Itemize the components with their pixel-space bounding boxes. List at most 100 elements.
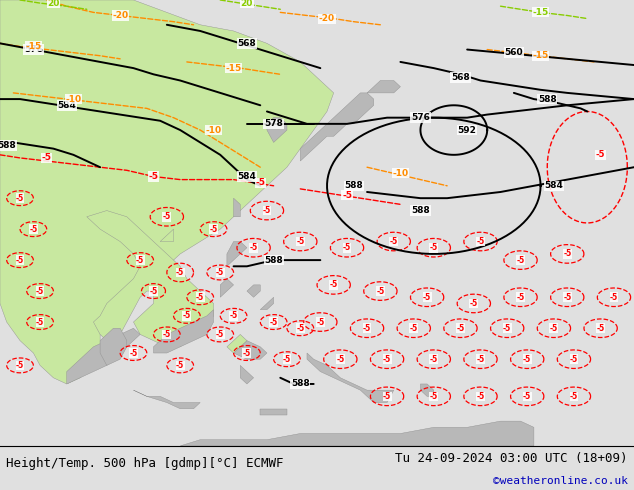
Polygon shape [134, 390, 200, 409]
Text: -5: -5 [196, 293, 204, 302]
Text: -5: -5 [336, 355, 344, 364]
Text: 584: 584 [238, 172, 256, 181]
Text: Tu 24-09-2024 03:00 UTC (18+09): Tu 24-09-2024 03:00 UTC (18+09) [395, 452, 628, 465]
Text: Height/Temp. 500 hPa [gdmp][°C] ECMWF: Height/Temp. 500 hPa [gdmp][°C] ECMWF [6, 457, 284, 469]
Text: -5: -5 [136, 256, 145, 265]
Text: 588: 588 [411, 206, 430, 215]
Text: -5: -5 [269, 318, 278, 326]
Polygon shape [160, 229, 174, 242]
Polygon shape [267, 118, 287, 143]
Text: 584: 584 [57, 101, 76, 110]
Text: 20: 20 [47, 0, 60, 8]
Polygon shape [153, 310, 214, 353]
Text: -5: -5 [256, 178, 265, 187]
Polygon shape [87, 211, 214, 347]
Text: -5: -5 [597, 324, 605, 333]
Text: -5: -5 [16, 361, 24, 370]
Text: 588: 588 [538, 95, 557, 103]
Polygon shape [367, 80, 401, 93]
Text: -5: -5 [596, 150, 605, 159]
Text: -5: -5 [148, 172, 158, 181]
Text: -5: -5 [476, 237, 484, 246]
Polygon shape [227, 242, 247, 266]
Text: -5: -5 [296, 237, 304, 246]
Text: -5: -5 [316, 318, 325, 326]
Text: -5: -5 [503, 324, 512, 333]
Text: ©weatheronline.co.uk: ©weatheronline.co.uk [493, 476, 628, 486]
Text: -5: -5 [476, 392, 484, 401]
Polygon shape [180, 421, 534, 446]
Text: -5: -5 [430, 392, 438, 401]
Text: -5: -5 [163, 212, 171, 221]
Text: 588: 588 [264, 256, 283, 265]
Text: 588: 588 [291, 379, 309, 389]
Polygon shape [227, 335, 247, 353]
Text: -5: -5 [570, 355, 578, 364]
Polygon shape [307, 353, 394, 403]
Text: -5: -5 [363, 324, 371, 333]
Text: -20: -20 [319, 14, 335, 23]
Text: 584: 584 [545, 181, 564, 190]
Polygon shape [233, 341, 267, 359]
Text: -5: -5 [383, 392, 391, 401]
Text: -10: -10 [65, 95, 82, 103]
Text: -5: -5 [36, 318, 44, 326]
Text: -5: -5 [423, 293, 431, 302]
Text: -5: -5 [296, 324, 304, 333]
Text: -15: -15 [533, 51, 548, 60]
Text: -5: -5 [230, 311, 238, 320]
Text: -5: -5 [570, 392, 578, 401]
Polygon shape [233, 198, 240, 217]
Text: -5: -5 [150, 287, 158, 295]
Text: -5: -5 [383, 355, 391, 364]
Text: 592: 592 [458, 125, 477, 135]
Text: -5: -5 [29, 224, 37, 234]
Text: -5: -5 [390, 237, 398, 246]
Text: 588: 588 [344, 181, 363, 190]
Text: -5: -5 [517, 293, 525, 302]
Text: 568: 568 [451, 73, 470, 82]
Text: -5: -5 [456, 324, 465, 333]
Text: 578: 578 [264, 120, 283, 128]
Polygon shape [420, 384, 434, 396]
Text: -5: -5 [476, 355, 484, 364]
Text: -5: -5 [342, 191, 352, 199]
Text: 20: 20 [241, 0, 253, 8]
Polygon shape [261, 297, 274, 310]
Polygon shape [301, 93, 373, 161]
Text: -5: -5 [550, 324, 558, 333]
Text: -5: -5 [343, 243, 351, 252]
Text: -20: -20 [112, 11, 128, 20]
Text: -5: -5 [16, 194, 24, 203]
Text: -5: -5 [610, 293, 618, 302]
Text: -5: -5 [470, 299, 478, 308]
Text: -5: -5 [263, 206, 271, 215]
Text: -5: -5 [376, 287, 385, 295]
Polygon shape [247, 285, 261, 297]
Text: -5: -5 [216, 330, 224, 339]
Text: 560: 560 [505, 48, 523, 57]
Text: 576: 576 [24, 45, 43, 54]
Polygon shape [100, 328, 127, 366]
Text: -5: -5 [129, 348, 138, 358]
Text: -5: -5 [42, 153, 52, 162]
Text: -15: -15 [533, 8, 548, 17]
Text: 568: 568 [238, 39, 256, 48]
Text: -5: -5 [249, 243, 258, 252]
Text: -10: -10 [205, 125, 222, 135]
Text: 576: 576 [411, 113, 430, 122]
Text: -5: -5 [563, 293, 571, 302]
Text: -5: -5 [523, 355, 531, 364]
Text: -5: -5 [176, 268, 184, 277]
Text: -5: -5 [209, 224, 217, 234]
Text: -5: -5 [430, 355, 438, 364]
Text: -5: -5 [563, 249, 571, 258]
Text: -5: -5 [430, 243, 438, 252]
Text: -15: -15 [226, 64, 242, 73]
Text: -5: -5 [216, 268, 224, 277]
Text: 588: 588 [0, 141, 16, 150]
Text: -10: -10 [392, 169, 408, 178]
Text: -5: -5 [523, 392, 531, 401]
Text: -5: -5 [36, 287, 44, 295]
Polygon shape [67, 328, 140, 384]
